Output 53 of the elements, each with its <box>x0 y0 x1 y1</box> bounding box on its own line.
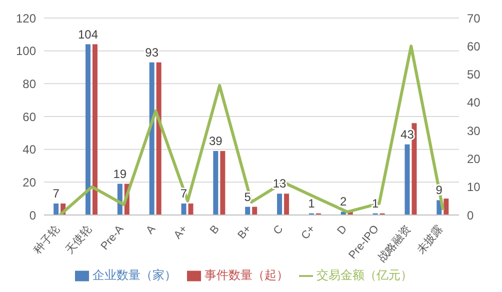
data-label: 104 <box>78 27 98 42</box>
bar <box>188 204 194 215</box>
bar <box>220 150 226 215</box>
x-tick-label: D <box>335 223 350 238</box>
bar <box>54 204 59 215</box>
data-label: 1 <box>372 196 379 210</box>
x-tick-label: C <box>271 223 286 238</box>
x-tick-label: B <box>208 223 222 237</box>
bar <box>412 123 417 215</box>
line-series <box>58 44 445 215</box>
y2-tick-label: 10 <box>467 180 481 194</box>
y2-tick-label: 30 <box>467 124 481 138</box>
data-label: 19 <box>113 166 127 181</box>
y2-tick-label: 40 <box>467 96 481 110</box>
bar <box>277 194 282 215</box>
legend-label: 事件数量（起） <box>204 268 288 282</box>
bar <box>444 198 449 215</box>
data-label: 1 <box>308 196 316 210</box>
x-tick-label: 天使轮 <box>64 223 94 256</box>
bar <box>149 62 154 215</box>
y-tick-label: 20 <box>22 175 36 190</box>
legend-label: 交易金额（亿元） <box>316 268 412 282</box>
y-tick-label: 100 <box>16 44 36 58</box>
y2-tick-label: 20 <box>467 152 481 166</box>
y-tick-label: 60 <box>22 110 36 124</box>
y-tick-label: 0 <box>29 208 36 222</box>
x-tick-label: A <box>144 222 158 237</box>
bar <box>92 44 98 215</box>
bar <box>156 62 162 215</box>
data-label: 39 <box>209 134 223 148</box>
y2-tick-label: 70 <box>467 11 481 26</box>
y2-tick-label: 60 <box>467 39 481 54</box>
bar <box>404 144 410 215</box>
bar <box>181 204 186 215</box>
y-tick-label: 80 <box>22 76 36 91</box>
y2-tick-label: 50 <box>467 68 481 82</box>
x-tick-label: B+ <box>236 223 254 242</box>
y2-tick-label: 0 <box>467 208 474 222</box>
data-label: 7 <box>52 186 60 201</box>
x-tick-label: A+ <box>172 223 190 242</box>
data-label: 93 <box>145 45 159 60</box>
y-tick-label: 120 <box>16 11 36 26</box>
bar <box>284 194 290 215</box>
bar <box>252 206 258 215</box>
bar <box>86 44 90 215</box>
y-tick-label: 40 <box>22 142 36 157</box>
x-tick-label: 未披露 <box>414 222 446 256</box>
x-tick-label: 种子轮 <box>31 222 62 256</box>
data-label: 2 <box>340 194 348 209</box>
bar <box>213 150 218 215</box>
x-tick-label: C+ <box>299 223 318 242</box>
legend-label: 企业数量（家） <box>92 268 176 282</box>
bar <box>245 206 250 215</box>
